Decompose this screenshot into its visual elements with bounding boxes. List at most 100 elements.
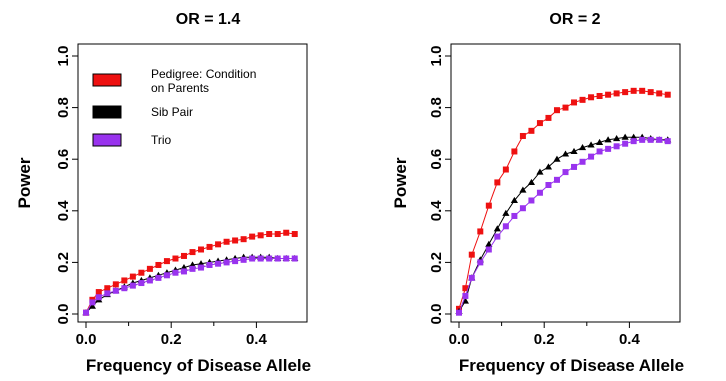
data-point xyxy=(553,155,561,162)
data-point xyxy=(527,178,536,185)
data-point xyxy=(249,255,256,262)
data-point xyxy=(493,225,501,232)
data-point xyxy=(528,197,535,204)
data-point xyxy=(502,166,509,173)
x-tick-label: 0.0 xyxy=(76,331,97,348)
data-point xyxy=(494,179,501,186)
x-tick-label: 0.0 xyxy=(449,331,470,348)
x-tick-label: 0.2 xyxy=(534,331,555,348)
legend-label: Trio xyxy=(151,133,172,147)
data-point xyxy=(502,223,509,230)
data-point xyxy=(468,274,475,281)
data-point xyxy=(587,141,595,148)
data-point xyxy=(198,264,205,271)
data-point xyxy=(571,99,578,106)
y-tick-label: 1.0 xyxy=(428,46,445,67)
series-line xyxy=(85,232,295,313)
data-point xyxy=(163,272,170,279)
data-point xyxy=(198,246,205,253)
data-point xyxy=(249,233,256,240)
data-point xyxy=(511,212,518,219)
data-point xyxy=(163,258,170,265)
data-point xyxy=(189,265,196,272)
data-point xyxy=(511,148,518,155)
data-point xyxy=(578,143,587,151)
data-point xyxy=(553,176,560,183)
data-point xyxy=(456,309,462,316)
data-point xyxy=(536,189,543,196)
data-point xyxy=(215,260,222,267)
y-tick-label: 0.6 xyxy=(55,149,72,170)
y-tick-label: 0.0 xyxy=(428,304,445,325)
data-point xyxy=(172,269,179,276)
data-point xyxy=(138,269,145,276)
data-point xyxy=(562,104,569,111)
y-tick-label: 1.0 xyxy=(55,46,72,67)
chart-panel-1: OR = 1.4 0.0 0.2 0.4 0.6 0.8 1.0 0.0 0.2 0.4 Frequ… xyxy=(15,11,311,375)
y-tick-label: 0.8 xyxy=(428,97,445,118)
data-point xyxy=(155,261,162,268)
data-point xyxy=(485,246,492,253)
data-point xyxy=(485,202,492,209)
data-point xyxy=(579,96,586,103)
data-point xyxy=(461,297,469,304)
series-pedigree-condition-on-parents xyxy=(456,87,671,312)
data-point xyxy=(605,91,612,98)
data-point xyxy=(240,236,247,243)
data-point xyxy=(146,265,153,272)
data-point xyxy=(266,255,273,262)
series-line xyxy=(458,139,668,313)
series-sib-pair xyxy=(455,133,672,314)
data-point xyxy=(622,140,629,147)
data-point xyxy=(630,87,637,94)
data-point xyxy=(180,252,187,259)
x-tick-label: 0.4 xyxy=(246,331,268,348)
data-point xyxy=(83,309,89,316)
y-tick-label: 0.8 xyxy=(55,97,72,118)
y-axis-label: Power xyxy=(15,157,34,208)
data-point xyxy=(519,205,526,212)
data-point xyxy=(172,255,179,262)
chart-panel-2: OR = 2 0.0 0.2 0.4 0.6 0.8 1.0 0.0 0.2 0.4 Frequen… xyxy=(391,11,684,375)
data-point xyxy=(291,231,298,238)
y-axis-label: Power xyxy=(391,157,410,208)
data-point xyxy=(283,255,290,262)
data-point xyxy=(604,136,612,143)
data-point xyxy=(621,133,629,140)
data-point xyxy=(206,261,213,268)
data-point xyxy=(562,169,569,176)
data-point xyxy=(180,268,187,275)
data-point xyxy=(257,232,264,239)
data-point xyxy=(664,91,671,98)
data-point xyxy=(553,107,560,114)
y-tick-label: 0.6 xyxy=(428,149,445,170)
data-point xyxy=(613,134,621,142)
y-tick-label: 0.4 xyxy=(55,200,72,222)
data-point xyxy=(570,147,578,154)
data-point xyxy=(536,120,543,127)
data-point xyxy=(622,89,629,96)
data-point xyxy=(274,255,281,262)
data-point xyxy=(283,229,290,236)
legend-swatch xyxy=(92,133,122,147)
data-point xyxy=(146,277,153,284)
series-trio xyxy=(456,136,671,316)
x-axis-label: Frequency of Disease Allele xyxy=(86,356,311,375)
data-point xyxy=(502,209,510,216)
chart-title: OR = 1.4 xyxy=(176,11,241,28)
legend-swatch xyxy=(92,73,122,87)
data-point xyxy=(223,259,230,266)
data-point xyxy=(528,127,535,134)
data-point xyxy=(477,259,484,266)
legend-swatch xyxy=(92,105,122,119)
data-point xyxy=(571,163,578,170)
x-tick-label: 0.2 xyxy=(161,331,182,348)
y-tick-label: 0.2 xyxy=(428,252,445,273)
data-point xyxy=(232,237,239,244)
data-point xyxy=(89,299,96,306)
legend-label: Sib Pair xyxy=(151,105,193,119)
data-point xyxy=(468,251,475,258)
chart-title: OR = 2 xyxy=(549,11,600,28)
y-tick-label: 0.4 xyxy=(428,200,445,222)
